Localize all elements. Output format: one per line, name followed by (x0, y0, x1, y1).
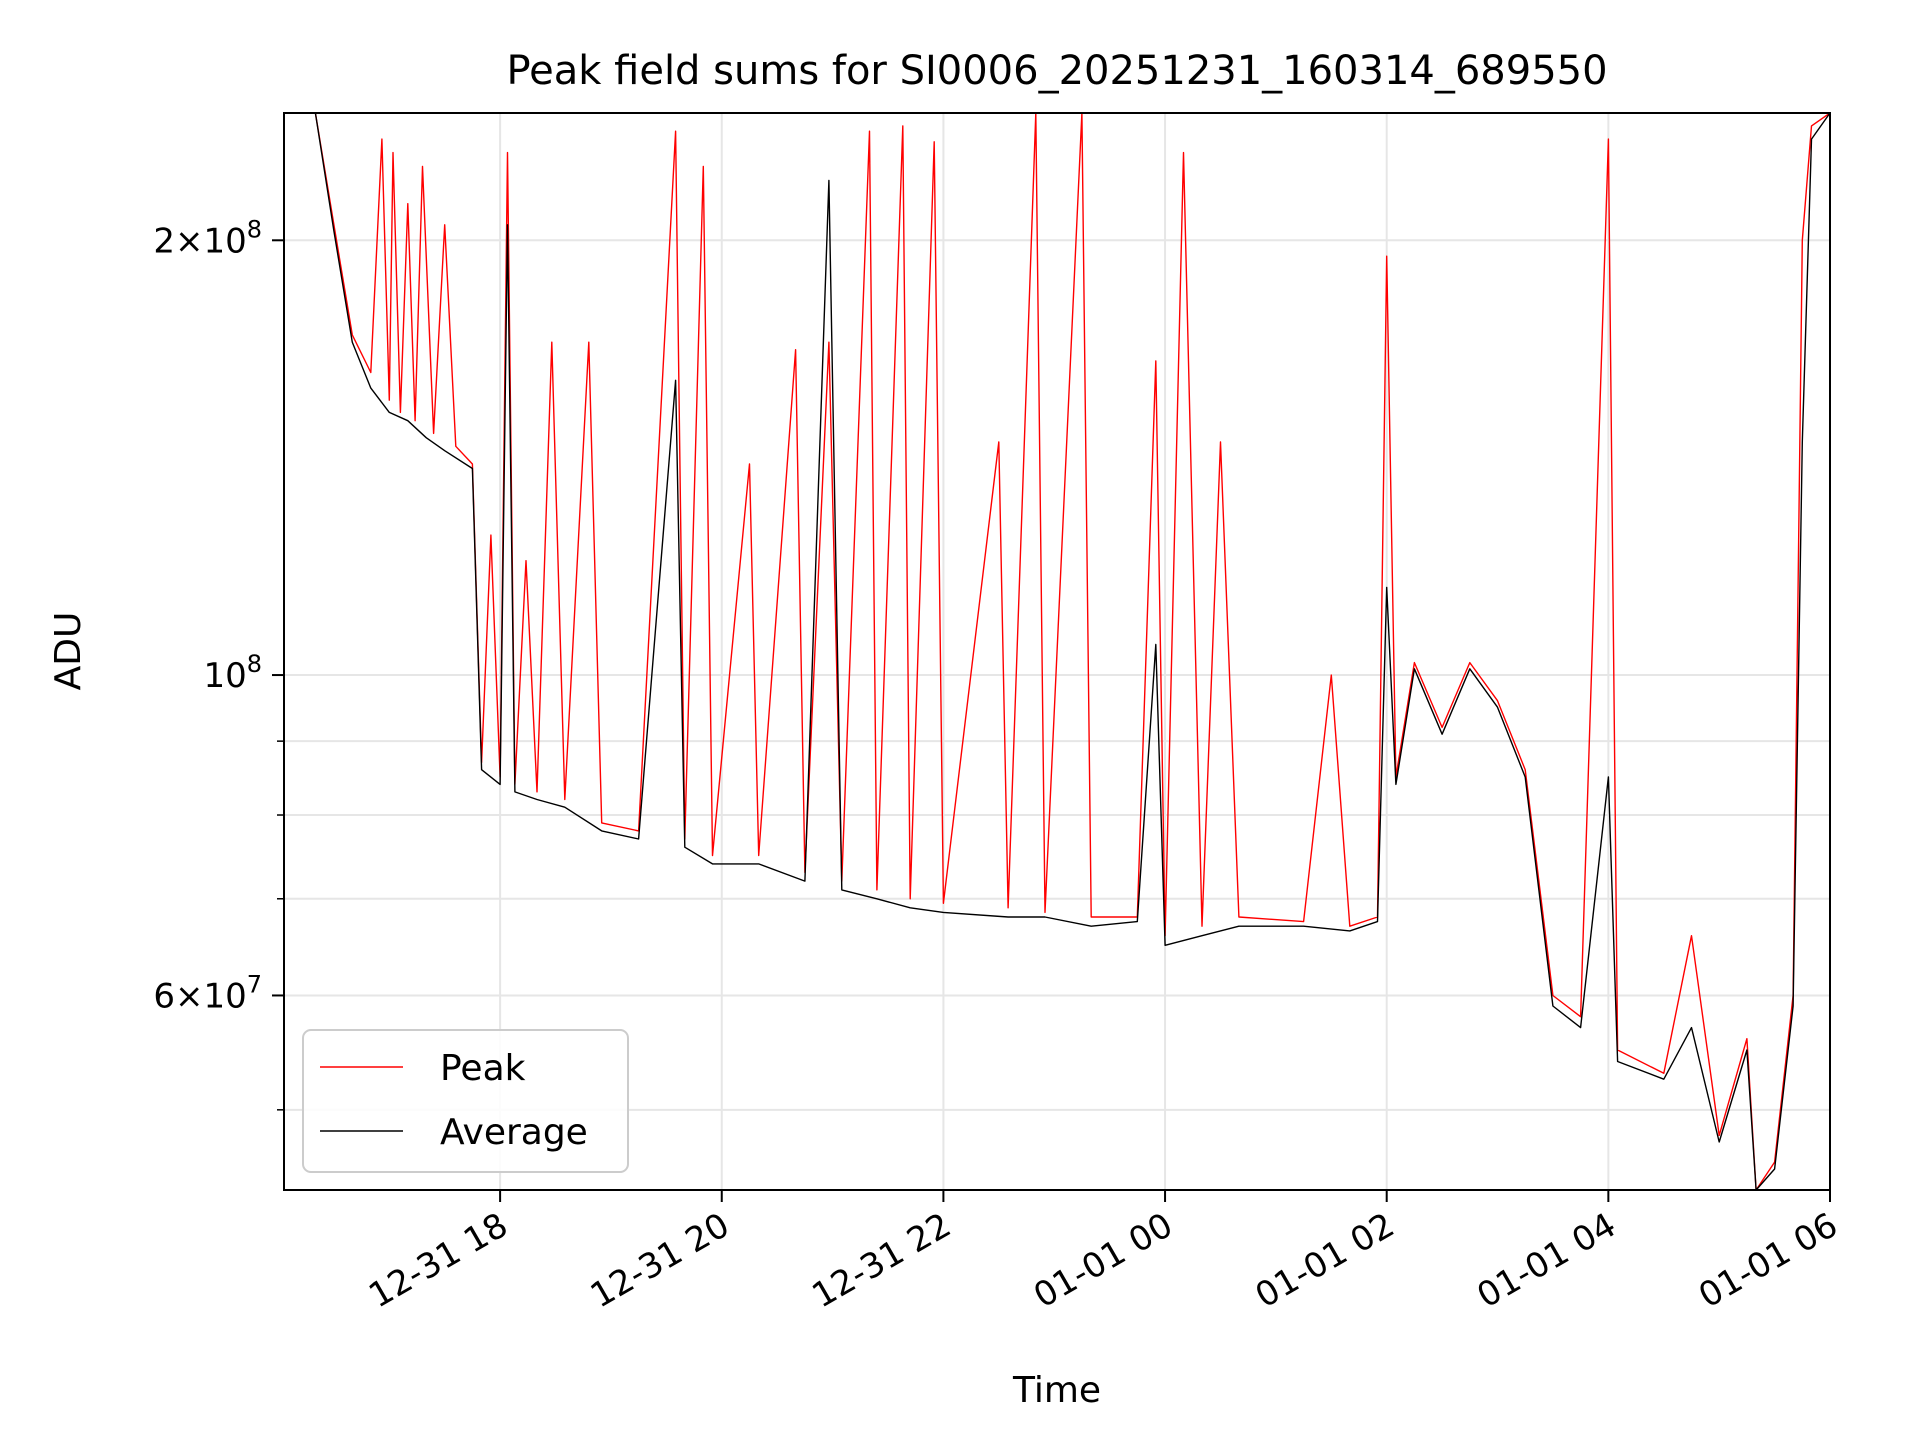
x-axis-label: Time (1012, 1370, 1101, 1411)
y-tick-label: 6×107 (153, 970, 262, 1016)
y-tick-label: 2×108 (153, 215, 262, 261)
plot-frame (283, 112, 1831, 1191)
series-line-peak (284, 112, 1831, 1191)
legend-box (302, 1029, 629, 1173)
y-axis: 6×107 108 2×108 (153, 215, 284, 1111)
series-layer (284, 112, 1831, 1191)
chart-title: Peak field sums for SI0006_20251231_1603… (506, 48, 1607, 94)
legend-label-peak: Peak (440, 1048, 526, 1089)
y-axis-label: ADU (48, 612, 89, 691)
legend: Peak Average (302, 1029, 629, 1173)
series-line-average (284, 112, 1831, 1191)
y-tick-label: 108 (203, 650, 262, 696)
legend-label-average: Average (440, 1112, 588, 1153)
